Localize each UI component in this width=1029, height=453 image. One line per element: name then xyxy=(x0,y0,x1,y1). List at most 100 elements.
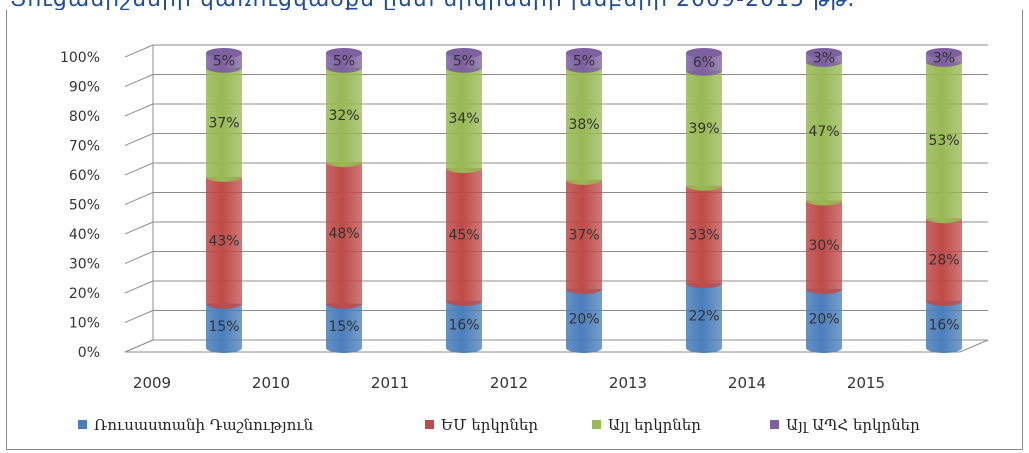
data-label-2009-1: 43% xyxy=(208,233,239,249)
legend-label: ԵՄ երկրներ xyxy=(441,416,538,434)
bar-segment-2011-3 xyxy=(446,53,482,73)
legend-swatch xyxy=(770,420,779,429)
data-label-2015-2: 53% xyxy=(928,133,959,149)
data-label-2015-0: 16% xyxy=(928,317,959,333)
bar-cap-2010 xyxy=(326,48,362,58)
gridline-stub xyxy=(124,44,154,58)
legend-swatch xyxy=(78,420,87,429)
y-tick-label: 40% xyxy=(69,227,100,243)
data-label-2012-1: 37% xyxy=(568,227,599,243)
bar-segment-2015-2 xyxy=(926,61,962,224)
data-label-2012-2: 38% xyxy=(568,117,599,133)
data-label-2014-2: 47% xyxy=(808,124,839,140)
data-label-2013-1: 33% xyxy=(688,227,719,243)
gridlines xyxy=(124,44,989,353)
y-tick-label: 50% xyxy=(69,198,100,214)
bar-segment-2013-2 xyxy=(686,70,722,191)
legend-label: Այլ երկրներ xyxy=(608,416,701,434)
data-label-2011-1: 45% xyxy=(448,227,479,243)
x-tick-label: 2011 xyxy=(371,374,409,392)
gridline-stub xyxy=(124,74,154,87)
bar-segment-2015-0 xyxy=(926,300,962,353)
bar-segment-2011-2 xyxy=(446,67,482,174)
x-tick-label: 2015 xyxy=(847,374,885,392)
chart-frame xyxy=(6,10,1023,450)
data-label-2013-2: 39% xyxy=(688,121,719,137)
data-label-2011-0: 16% xyxy=(448,317,479,333)
data-labels: 15% 43% 37% 5% 15% 48% 32% 5% 16% 45% 34% 5% 20% 37% 3… xyxy=(208,50,959,334)
x-tick-label: 2012 xyxy=(490,374,528,392)
bar-segment-2010-3 xyxy=(326,53,362,73)
data-label-2015-1: 28% xyxy=(928,253,959,269)
bar-cap-2012 xyxy=(566,48,602,58)
chart-title-strip: Ցուցանիշների կառուցվածքն ըստ երկրների խմ… xyxy=(0,0,1029,10)
bar-segment-2010-1 xyxy=(326,162,362,309)
data-label-2014-3: 3% xyxy=(813,50,835,66)
bar-segment-2013-0 xyxy=(686,283,722,353)
bar-segment-2011-0 xyxy=(446,300,482,353)
bar-segment-2014-0 xyxy=(806,289,842,353)
data-label-2010-2: 32% xyxy=(328,108,359,124)
y-tick-label: 30% xyxy=(69,257,100,273)
chart-title: Ցուցանիշների կառուցվածքն ըստ երկրների խմ… xyxy=(10,0,855,10)
bar-segment-2009-2 xyxy=(206,67,242,182)
y-tick-label: 80% xyxy=(69,109,100,125)
data-label-2014-1: 30% xyxy=(808,238,839,254)
data-label-2009-3: 5% xyxy=(213,53,235,69)
data-label-2014-0: 20% xyxy=(808,312,839,328)
gridline-stub xyxy=(124,310,154,323)
data-label-2015-3: 3% xyxy=(933,50,955,66)
data-label-2009-2: 37% xyxy=(208,115,239,131)
bar-cap-2015 xyxy=(926,48,962,58)
x-tick-label: 2013 xyxy=(609,374,647,392)
y-tick-label: 20% xyxy=(69,286,100,302)
bar-segment-2012-1 xyxy=(566,179,602,294)
bar-segment-2010-2 xyxy=(326,67,362,168)
bar-segment-2012-3 xyxy=(566,53,602,73)
gridline-stub xyxy=(124,221,154,235)
chart-floor xyxy=(124,339,989,353)
data-label-2011-3: 5% xyxy=(453,53,475,69)
bar-segment-2012-0 xyxy=(566,289,602,353)
data-label-2013-0: 22% xyxy=(688,309,719,325)
bar-cap-2011 xyxy=(446,48,482,58)
data-label-2012-0: 20% xyxy=(568,312,599,328)
bar-segment-2013-1 xyxy=(686,185,722,289)
bar-segment-2011-1 xyxy=(446,168,482,306)
x-tick-label: 2010 xyxy=(252,374,290,392)
bar-cap-2009 xyxy=(206,48,242,58)
legend-label: Այլ ԱՊՀ երկրներ xyxy=(786,416,920,434)
bar-segment-2009-1 xyxy=(206,176,242,309)
data-label-2010-1: 48% xyxy=(328,226,359,242)
gridline-stub xyxy=(124,162,154,176)
y-axis-ticks: 0% 10% 20% 30% 40% 50% 60% 70% 80% 90% 100% xyxy=(60,50,100,361)
y-tick-label: 90% xyxy=(69,80,100,96)
legend: Ռուսաստանի Դաշնություն ԵՄ երկրներ Այլ երկր… xyxy=(78,416,920,434)
gridline-stub xyxy=(124,133,154,146)
y-tick-label: 100% xyxy=(60,50,100,66)
data-label-2011-2: 34% xyxy=(448,111,479,127)
bars xyxy=(206,48,962,353)
legend-swatch xyxy=(592,420,601,429)
data-label-2010-3: 5% xyxy=(333,53,355,69)
bar-cap-2014 xyxy=(806,48,842,58)
legend-label: Ռուսաստանի Դաշնություն xyxy=(94,416,314,434)
bar-segment-2014-2 xyxy=(806,61,842,206)
bar-segment-2012-2 xyxy=(566,67,602,185)
y-tick-label: 10% xyxy=(69,316,100,332)
bar-segment-2009-0 xyxy=(206,303,242,353)
legend-swatch xyxy=(425,420,434,429)
bar-segment-2015-1 xyxy=(926,218,962,306)
data-label-2009-0: 15% xyxy=(208,319,239,335)
gridline-stub xyxy=(124,192,154,205)
bar-segment-2013-3 xyxy=(686,53,722,76)
bar-cap-2013 xyxy=(686,48,722,58)
data-label-2013-3: 6% xyxy=(693,55,715,71)
x-tick-label: 2009 xyxy=(133,374,171,392)
x-axis-ticks: 2009 2010 2011 2012 2013 2014 2015 xyxy=(133,374,885,392)
data-label-2012-3: 5% xyxy=(573,53,595,69)
bar-segment-2014-1 xyxy=(806,200,842,294)
bar-segment-2009-3 xyxy=(206,53,242,73)
y-tick-label: 0% xyxy=(78,345,100,361)
